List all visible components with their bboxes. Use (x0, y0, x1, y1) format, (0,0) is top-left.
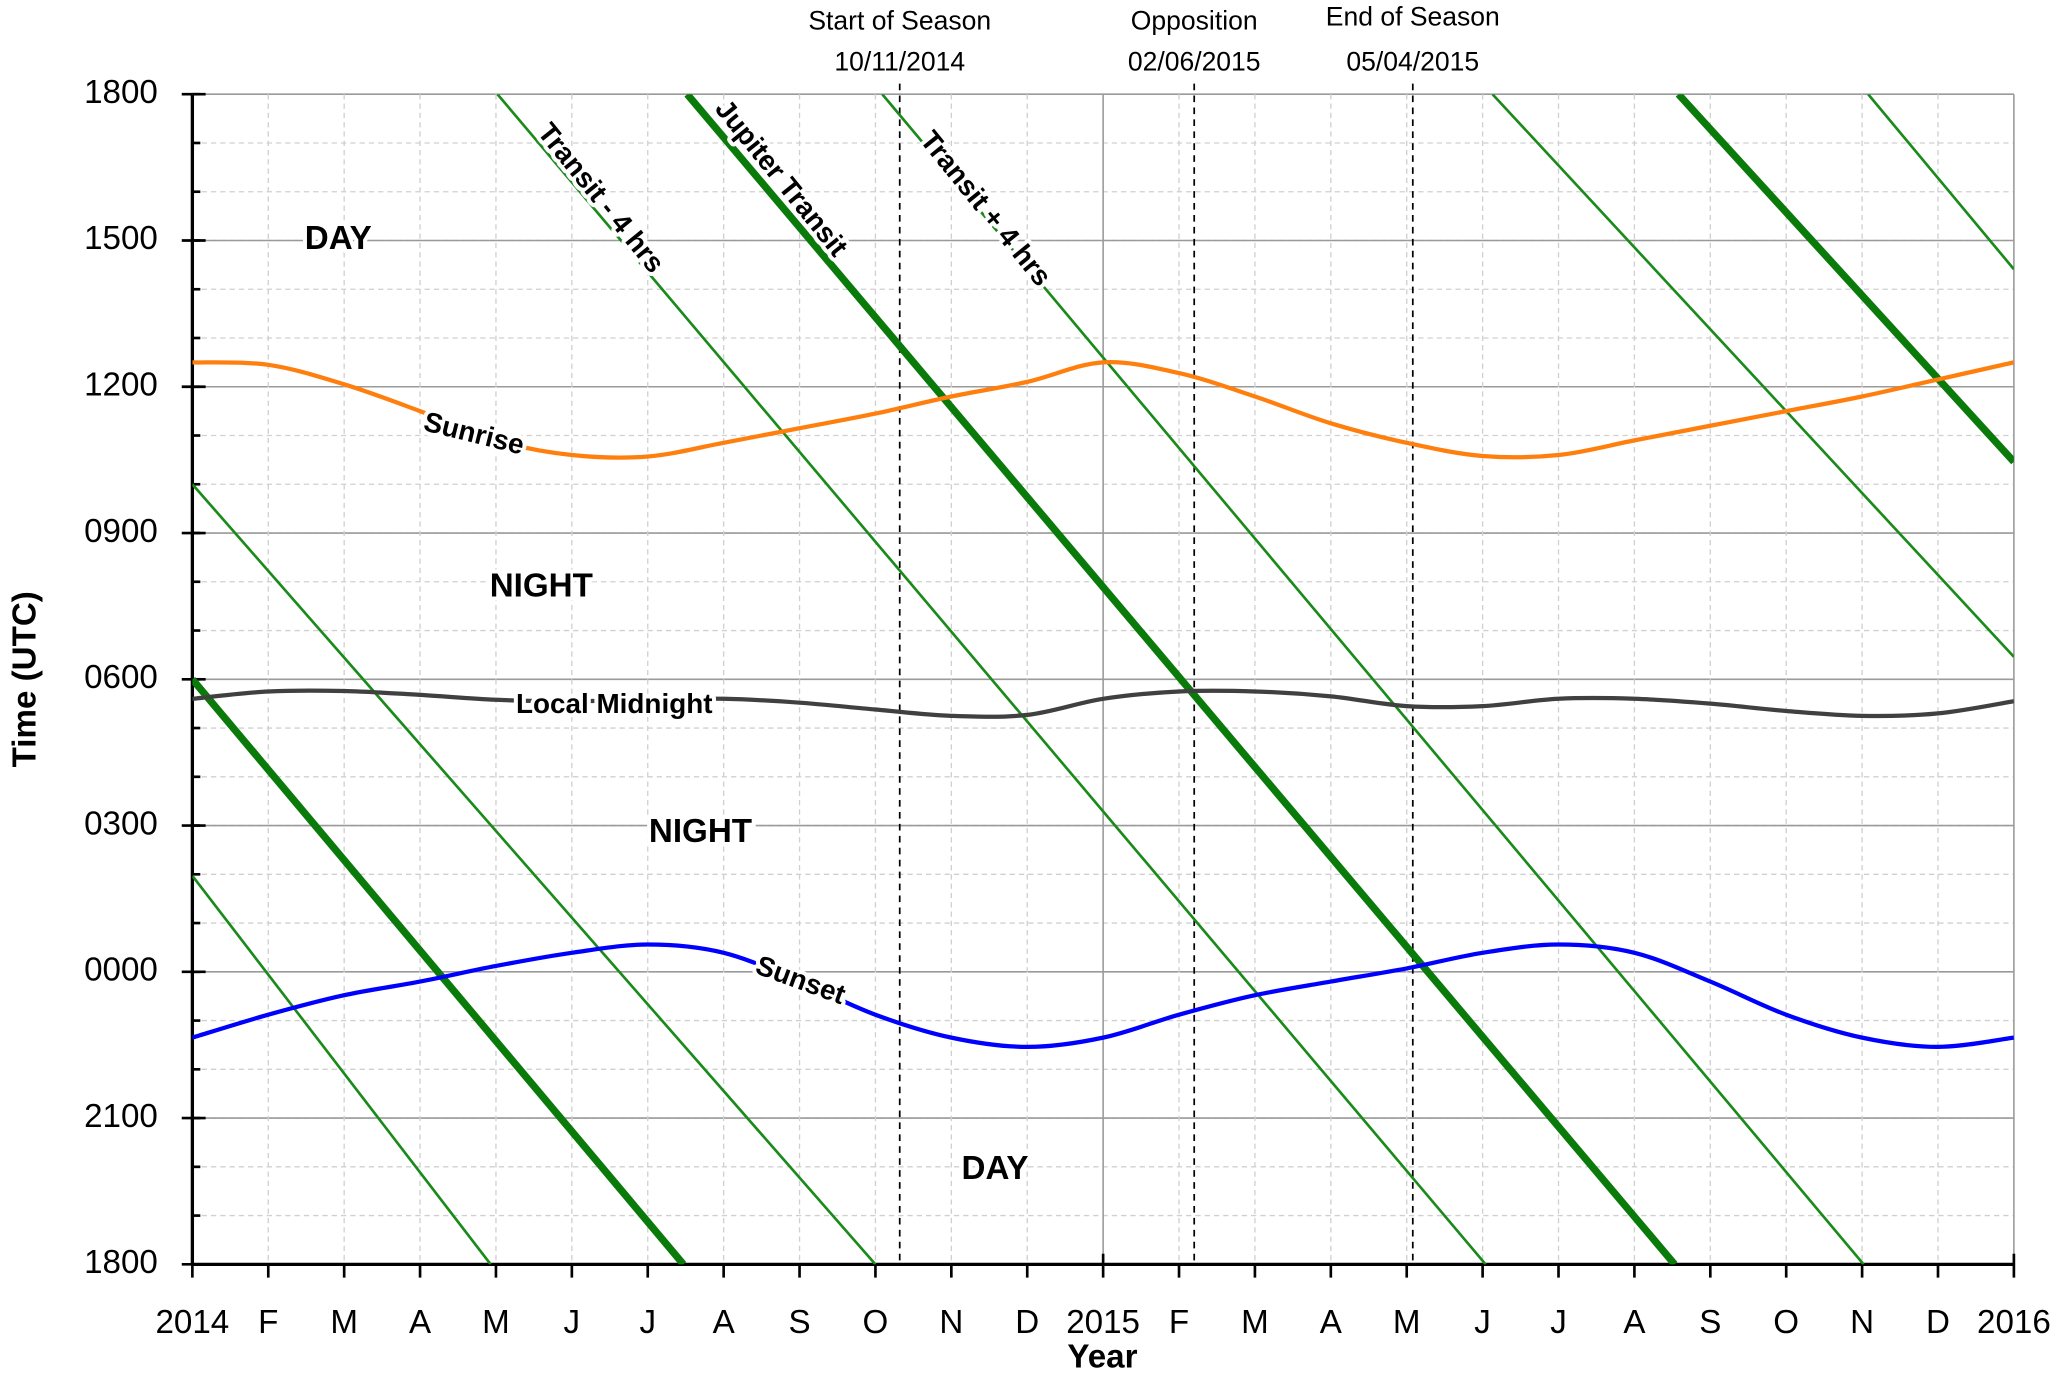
x-tick-label: S (1699, 1304, 1721, 1341)
series-line (192, 942, 2014, 1050)
series-line (192, 360, 2014, 460)
y-tick-label: 0900 (84, 513, 158, 550)
event-label: Opposition (1131, 6, 1258, 36)
x-tick-label: N (939, 1304, 963, 1341)
y-tick-label: 0600 (84, 659, 158, 696)
x-tick-label: 2016 (1977, 1304, 2051, 1341)
x-tick-label: M (1241, 1304, 1269, 1341)
series-label: Jupiter Transit (709, 93, 854, 262)
series-label: Sunset (752, 949, 850, 1010)
x-tick-label: S (788, 1304, 810, 1341)
series-label: Sunrise (421, 406, 528, 461)
x-tick-label: D (1926, 1304, 1950, 1341)
x-tick-label: O (863, 1304, 889, 1341)
x-tick-label: M (482, 1304, 510, 1341)
region-label: DAY (962, 1150, 1029, 1187)
region-label: NIGHT (649, 813, 752, 850)
event-label: Start of Season (808, 6, 991, 36)
y-tick-label: 0000 (84, 952, 158, 989)
series-label: Transit + 4 hrs (914, 125, 1057, 292)
y-tick-label: 2100 (84, 1098, 158, 1135)
x-tick-label: J (564, 1304, 581, 1341)
event-date: 02/06/2015 (1128, 47, 1261, 77)
y-tick-label: 1500 (84, 220, 158, 257)
region-label: DAY (305, 220, 372, 257)
x-tick-label: N (1850, 1304, 1874, 1341)
event-date: 10/11/2014 (834, 47, 965, 77)
y-tick-label: 1800 (84, 1244, 158, 1281)
x-tick-label: A (1320, 1304, 1343, 1341)
series-line (192, 94, 2014, 1265)
event-date: 05/04/2015 (1346, 47, 1479, 77)
y-tick-label: 0300 (84, 805, 158, 842)
x-axis-title: Year (1067, 1338, 1137, 1375)
event-label: End of Season (1326, 2, 1500, 32)
x-tick-label: J (1550, 1304, 1567, 1341)
series-line (192, 94, 2014, 1265)
y-axis-title: Time (UTC) (6, 591, 43, 767)
x-tick-label: A (1623, 1304, 1646, 1341)
series-line (192, 688, 2014, 719)
x-tick-label: A (713, 1304, 736, 1341)
x-tick-label: 2014 (155, 1304, 229, 1341)
x-tick-label: M (1393, 1304, 1421, 1341)
x-tick-label: O (1773, 1304, 1799, 1341)
x-tick-label: J (1474, 1304, 1491, 1341)
x-tick-label: D (1015, 1304, 1039, 1341)
series-label: Local Midnight (516, 688, 713, 719)
x-tick-label: F (258, 1304, 278, 1341)
x-tick-label: M (330, 1304, 358, 1341)
x-tick-label: J (639, 1304, 656, 1341)
x-tick-label: F (1169, 1304, 1189, 1341)
y-tick-label: 1200 (84, 367, 158, 404)
series-line (192, 94, 2014, 1265)
x-tick-label: A (409, 1304, 432, 1341)
series-label: Transit - 4 hrs (532, 117, 671, 278)
x-tick-label: 2015 (1066, 1304, 1140, 1341)
y-tick-label: 1800 (84, 74, 158, 111)
region-label: NIGHT (490, 568, 593, 605)
